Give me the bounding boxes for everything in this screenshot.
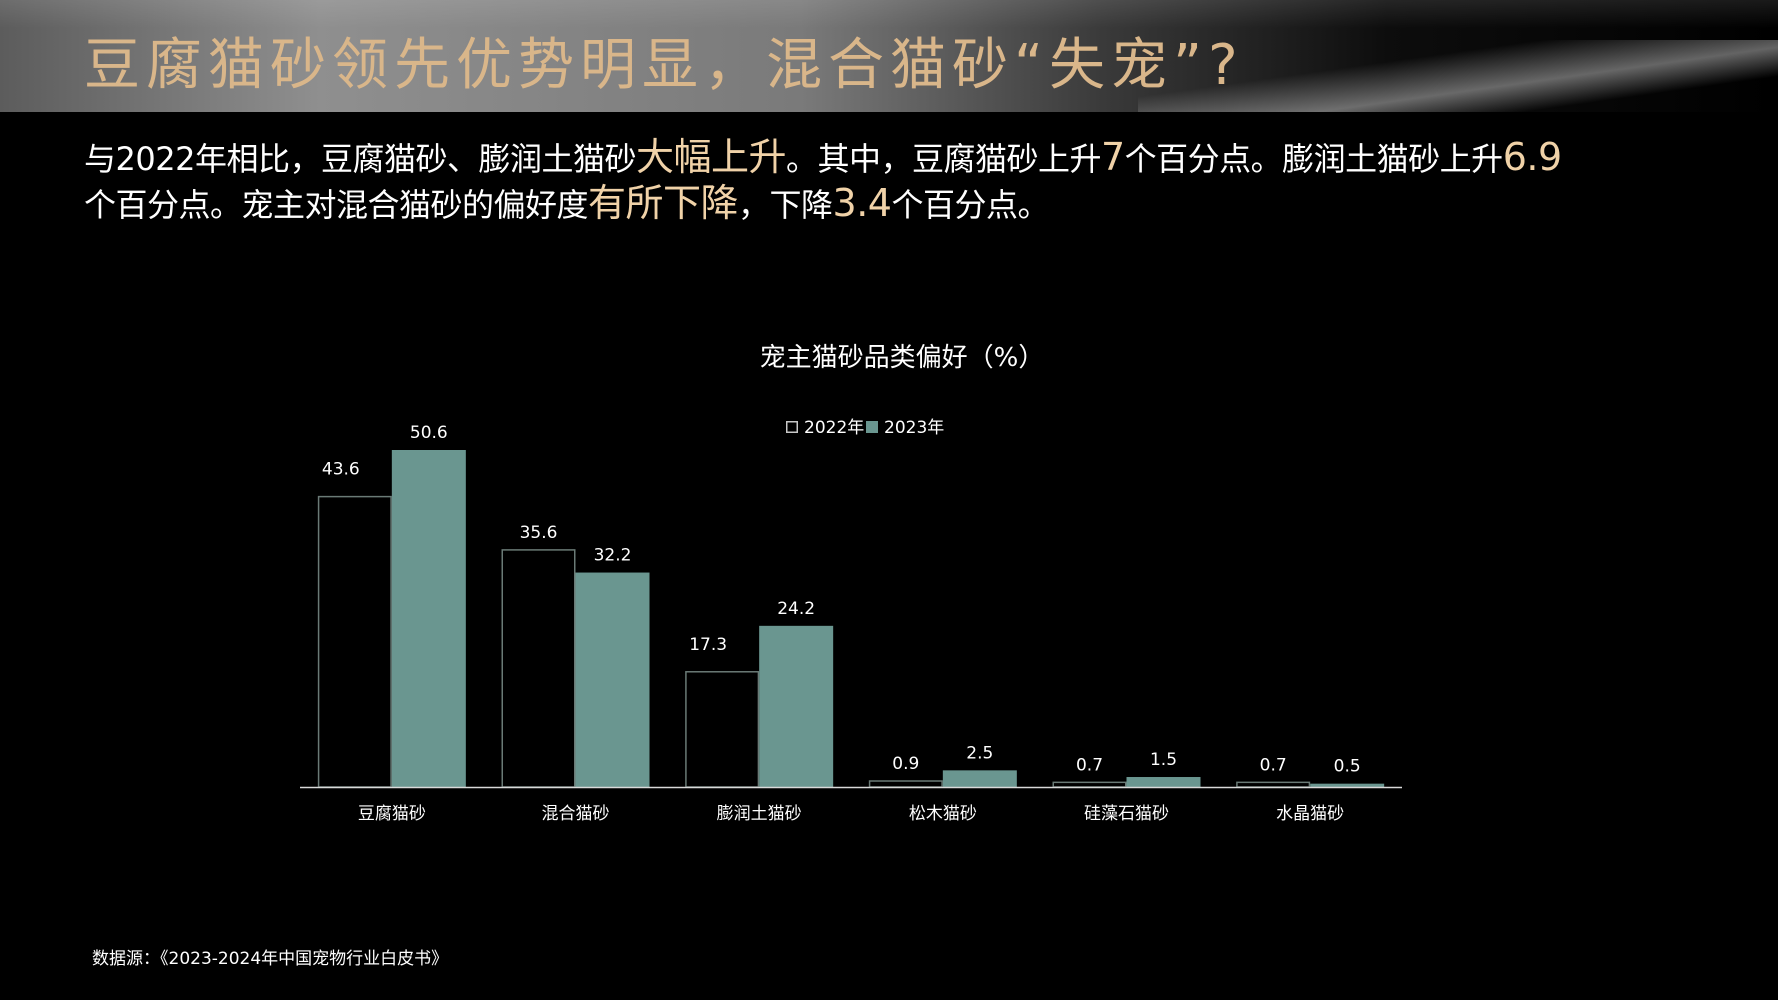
data-label-2022年-4: 0.9 (892, 754, 919, 774)
chart-legend: 2022年 2023年 (786, 418, 944, 438)
summary-highlight-5: 3.4 (832, 181, 892, 225)
bar-2023-3 (759, 625, 834, 787)
legend-label-1: 2022年 (804, 418, 864, 438)
summary-text-6: 个百分点。 (891, 186, 1049, 224)
data-label-2023年-6: 0.5 (1334, 757, 1361, 777)
bar-2022-3 (685, 671, 760, 788)
summary-text: 与2022年相比，豆腐猫砂、膨润土猫砂大幅上升。其中，豆腐猫砂上升7个百分点。膨… (84, 135, 1684, 227)
data-source-note: 数据源：《2023-2024年中国宠物行业白皮书》 (92, 949, 449, 969)
summary-highlight-4: 有所下降 (588, 181, 739, 225)
data-label-2023年-5: 1.5 (1150, 750, 1177, 770)
title-bar: 豆腐猫砂领先优势明显，混合猫砂“失宠”? (0, 0, 1778, 112)
data-label-2023年-2: 32.2 (594, 546, 632, 566)
legend-swatch-2023 (866, 421, 878, 433)
bar-2022-1 (317, 495, 392, 788)
data-label-2022年-3: 17.3 (689, 635, 727, 655)
x-tick-label: 松木猫砂 (909, 804, 977, 824)
summary-highlight-3: 6.9 (1502, 135, 1562, 179)
data-label-2023年-1: 50.6 (410, 423, 448, 443)
bar-2022-5 (1052, 781, 1127, 788)
data-label-2022年-1: 43.6 (322, 460, 360, 480)
data-label-2022年-6: 0.7 (1260, 755, 1287, 775)
bar-2023-4 (942, 770, 1017, 787)
bar-2022-2 (501, 549, 576, 788)
summary-text-5: ，下降 (738, 186, 833, 224)
bar-2023-6 (1310, 783, 1385, 787)
summary-highlight-2: 7 (1100, 135, 1125, 179)
x-axis-labels: 豆腐猫砂 混合猫砂 膨润土猫砂 松木猫砂 硅藻石猫砂 水晶猫砂 (358, 804, 1344, 824)
x-tick-label: 水晶猫砂 (1276, 804, 1344, 824)
summary-highlight-1: 大幅上升 (635, 135, 787, 179)
x-tick-label: 膨润土猫砂 (717, 804, 802, 824)
data-label-2022年-5: 0.7 (1076, 755, 1103, 775)
data-label-2023年-3: 24.2 (777, 599, 815, 619)
data-label-2023年-4: 2.5 (966, 743, 993, 763)
bar-2023-2 (575, 572, 650, 787)
data-label-2022年-2: 35.6 (520, 523, 558, 543)
x-tick-label: 混合猫砂 (542, 804, 610, 824)
page-title: 豆腐猫砂领先优势明显，混合猫砂“失宠”? (84, 33, 1244, 98)
summary-text-2: 。其中，豆腐猫砂上升 (785, 140, 1102, 178)
x-tick-label: 豆腐猫砂 (358, 804, 426, 824)
bar-2022-4 (868, 780, 943, 788)
bar-2023-1 (391, 450, 466, 787)
bar-group: 43.6 50.6 35.6 32.2 17.3 24.2 0.9 2.5 0.7 1.5 0.7 0… (317, 423, 1385, 788)
chart-title: 宠主猫砂品类偏好（%） (760, 343, 1045, 373)
title-sheen (1138, 40, 1778, 112)
summary-text-3: 个百分点。膨润土猫砂上升 (1124, 140, 1504, 178)
legend-swatch-2022 (786, 421, 798, 433)
bar-2023-5 (1126, 777, 1201, 787)
summary-text-4: 个百分点。宠主对混合猫砂的偏好度 (84, 186, 589, 224)
summary-text-1: 与2022年相比，豆腐猫砂、膨润土猫砂 (84, 140, 636, 178)
bar-2022-6 (1236, 781, 1311, 788)
legend-label-2: 2023年 (884, 418, 944, 438)
x-tick-label: 硅藻石猫砂 (1084, 804, 1169, 824)
